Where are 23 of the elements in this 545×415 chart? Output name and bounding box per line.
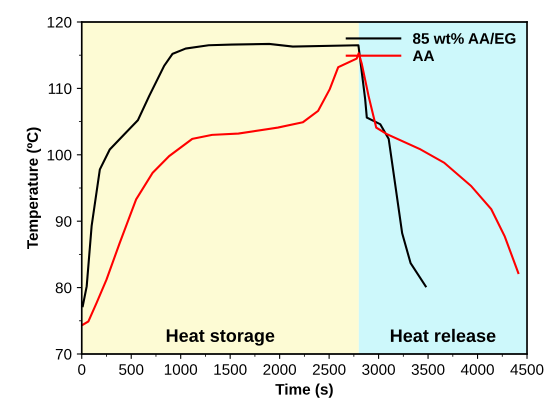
legend-label: 85 wt% AA/EG bbox=[412, 32, 516, 44]
band-label: Heat storage bbox=[166, 329, 274, 346]
y-tick-label: 80 bbox=[56, 282, 72, 294]
x-axis-title: Time (s) bbox=[275, 384, 333, 398]
x-tick-label: 4000 bbox=[460, 364, 494, 375]
x-tick-label: 2500 bbox=[312, 364, 346, 375]
y-tick-label: 110 bbox=[48, 83, 72, 94]
x-tick-label: 0 bbox=[78, 364, 86, 375]
legend-label: AA bbox=[412, 50, 434, 62]
x-tick-label: 3000 bbox=[362, 364, 395, 375]
x-tick-label: 4500 bbox=[510, 364, 544, 375]
y-tick-label: 90 bbox=[56, 216, 72, 227]
line-series bbox=[82, 52, 520, 326]
band-label: Heat release bbox=[390, 328, 496, 342]
y-tick-label: 70 bbox=[56, 348, 72, 360]
y-tick-label: 100 bbox=[48, 150, 72, 160]
x-tick-label: 1500 bbox=[214, 364, 247, 375]
x-tick-label: 2000 bbox=[263, 364, 296, 375]
y-axis-title: Temperature (ºC) bbox=[26, 128, 41, 250]
y-tick-label: 120 bbox=[48, 16, 72, 28]
x-tick-label: 1000 bbox=[164, 364, 198, 375]
x-tick-label: 500 bbox=[119, 364, 144, 375]
x-tick-label: 3500 bbox=[412, 364, 444, 375]
